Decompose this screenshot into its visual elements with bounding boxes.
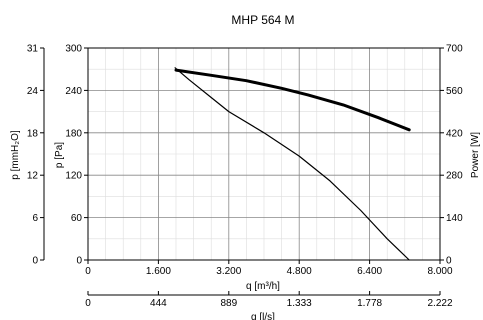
x-tick-label: 0 (85, 266, 91, 277)
grid (88, 48, 440, 260)
x2-tick-label: 0 (85, 298, 91, 309)
x-tick-label: 1.600 (146, 266, 171, 277)
x2-tick-label: 1.333 (287, 298, 312, 309)
y-tick-label-mmh2o: 12 (27, 171, 39, 182)
plot-border (87, 47, 441, 261)
x2-axis-label: q [l/s] (251, 312, 275, 320)
x2-tick-label: 2.222 (427, 298, 452, 309)
y-tick-label-power: 700 (446, 44, 463, 55)
power-curve (174, 68, 411, 132)
y-tick-label-power: 140 (446, 213, 463, 224)
y-tick-label-mmh2o: 0 (32, 256, 38, 267)
x-tick-label: 8.000 (427, 266, 452, 277)
y-tick-label-mmh2o: 6 (32, 213, 38, 224)
x-tick-label: 4.800 (287, 266, 312, 277)
x-tick-label: 3.200 (216, 266, 241, 277)
y-tick-label-pa: 180 (65, 128, 82, 139)
x2-tick-label: 1.778 (357, 298, 382, 309)
y-axis-label-mmh2o: p [mmH₂O] (10, 130, 21, 180)
x2-tick-label: 889 (220, 298, 237, 309)
y-tick-label-power: 560 (446, 86, 463, 97)
y-tick-label-pa: 300 (65, 44, 82, 55)
x-axis-label: q [m³/h] (246, 281, 280, 292)
chart-title: MHP 564 M (231, 13, 294, 27)
pressure-curve (174, 67, 410, 261)
y-tick-label-power: 280 (446, 171, 463, 182)
y-tick-label-pa: 0 (76, 256, 82, 267)
y-tick-label-pa: 120 (65, 171, 82, 182)
y-tick-label-mmh2o: 24 (27, 86, 39, 97)
y-tick-label-mmh2o: 31 (27, 44, 39, 55)
y-tick-label-mmh2o: 18 (27, 128, 39, 139)
curves (174, 67, 411, 261)
y-tick-label-pa: 60 (71, 213, 83, 224)
y-tick-label-power: 0 (446, 256, 452, 267)
y-tick-label-pa: 240 (65, 86, 82, 97)
x2-tick-label: 444 (150, 298, 167, 309)
y-axis-label-power: Power [W] (470, 132, 481, 178)
y-tick-label-power: 420 (446, 128, 463, 139)
x-tick-label: 6.400 (357, 266, 382, 277)
plot-frame (43, 47, 441, 296)
y-axis-label-pa: p [Pa] (54, 142, 65, 168)
